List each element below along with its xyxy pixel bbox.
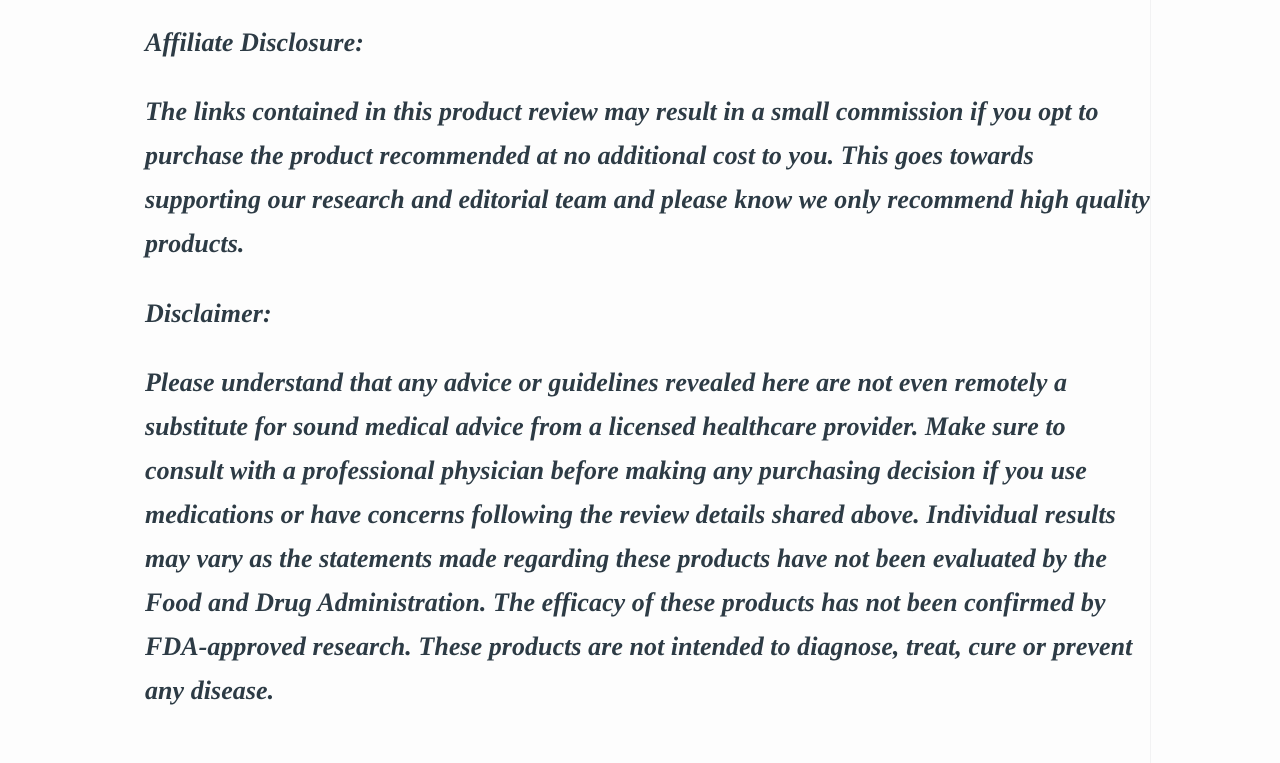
heading-gap	[145, 65, 1150, 90]
top-spacer	[145, 0, 1150, 21]
affiliate-disclosure-heading: Affiliate Disclosure:	[145, 28, 364, 57]
disclaimer-heading: Disclaimer:	[145, 299, 272, 328]
article-content-column: Affiliate Disclosure: The links containe…	[145, 0, 1151, 763]
heading-gap-2	[145, 336, 1150, 361]
affiliate-disclosure-paragraph: The links contained in this product revi…	[145, 97, 1150, 258]
disclaimer-paragraph: Please understand that any advice or gui…	[145, 368, 1133, 705]
right-margin-area	[1152, 0, 1280, 763]
paragraph-gap	[145, 266, 1150, 292]
article-body: Affiliate Disclosure: The links containe…	[145, 0, 1150, 713]
